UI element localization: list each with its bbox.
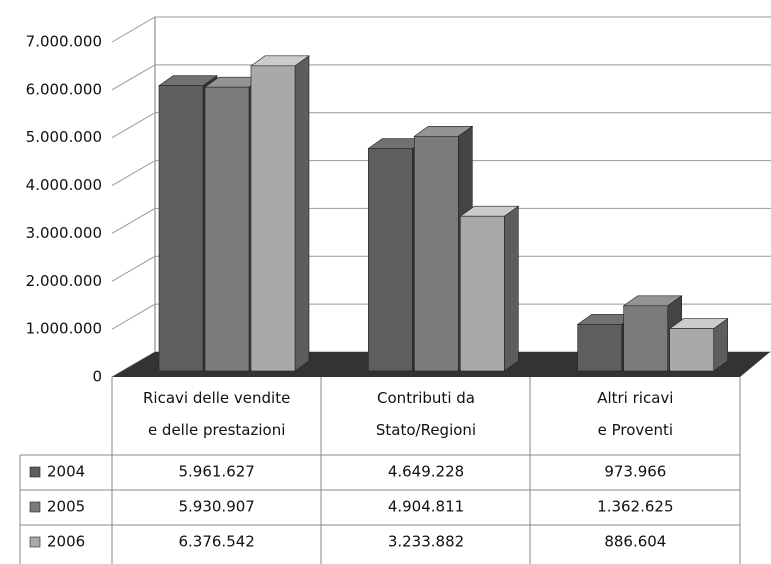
y-tick-label: 7.000.000 — [26, 33, 102, 51]
bar — [158, 85, 204, 372]
x-tick-label-line: Altri ricavi — [597, 389, 673, 407]
bar — [669, 328, 714, 372]
legend-swatch — [29, 501, 41, 513]
y-tick-label: 3.000.000 — [26, 224, 102, 242]
x-tick-label-line: Stato/Regioni — [376, 421, 476, 439]
y-tick-label: 2.000.000 — [26, 272, 102, 290]
x-tick-label: Contributi da Stato/Regioni — [376, 389, 476, 439]
table-value: 886.604 — [604, 533, 666, 551]
legend-swatch — [29, 466, 41, 478]
grid-line — [111, 64, 771, 91]
grid-line — [111, 16, 771, 43]
table-value: 1.362.625 — [597, 498, 673, 516]
y-tick-label: 5.000.000 — [26, 128, 102, 146]
table-value: 4.649.228 — [388, 463, 464, 481]
grid-line — [111, 160, 771, 187]
y-tick-label: 1.000.000 — [26, 320, 102, 338]
y-tick-label: 0 — [92, 368, 102, 386]
y-tick-label: 4.000.000 — [26, 176, 102, 194]
bar — [623, 305, 668, 372]
table-lines — [19, 377, 741, 564]
bar — [577, 324, 622, 372]
grid-line — [111, 207, 771, 234]
x-tick-label: Altri ricavi e Proventi — [597, 389, 673, 439]
x-tick-label: Ricavi delle vendite e delle prestazioni — [143, 389, 290, 439]
bar-side — [504, 205, 519, 372]
table-value: 973.966 — [604, 463, 666, 481]
grid-line — [111, 112, 771, 139]
x-tick-label-line: Contributi da — [377, 389, 475, 407]
x-tick-label-line: e delle prestazioni — [148, 421, 285, 439]
table-value: 5.930.907 — [178, 498, 254, 516]
x-tick-label-line: Ricavi delle vendite — [143, 389, 290, 407]
legend-label: 2006 — [47, 533, 85, 551]
table-value: 5.961.627 — [178, 463, 254, 481]
bar — [414, 135, 459, 372]
legend-label: 2004 — [47, 463, 85, 481]
bar — [204, 86, 250, 372]
bar — [460, 215, 505, 372]
bar-side — [294, 55, 310, 372]
y-tick-label: 6.000.000 — [26, 80, 102, 98]
table-value: 3.233.882 — [388, 533, 464, 551]
grid-line — [111, 255, 771, 282]
table-value: 4.904.811 — [388, 498, 464, 516]
bar — [368, 148, 413, 372]
x-tick-label-line: e Proventi — [598, 421, 673, 439]
grid-line — [111, 303, 771, 330]
table-value: 6.376.542 — [178, 533, 254, 551]
bar — [250, 65, 296, 372]
legend-swatch — [29, 536, 41, 548]
legend-label: 2005 — [47, 498, 85, 516]
